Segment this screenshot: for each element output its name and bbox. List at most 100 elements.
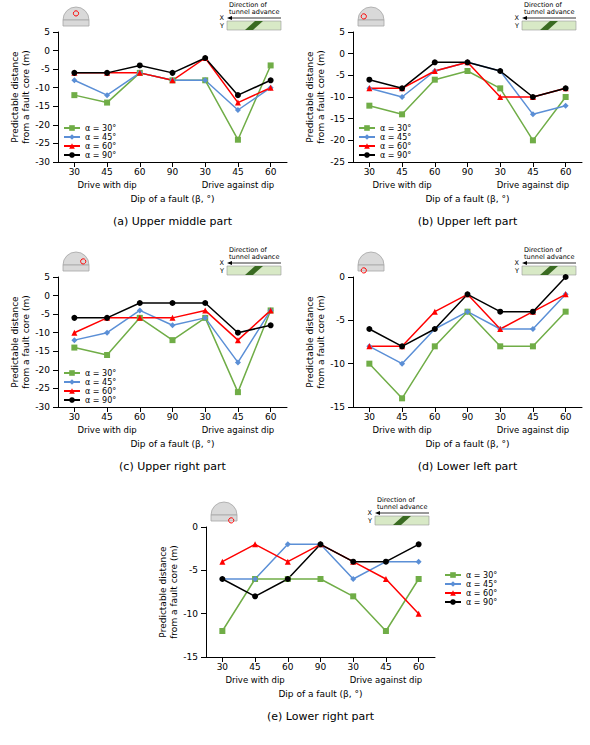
svg-text:-5: -5 [189,565,198,575]
svg-text:90: 90 [167,412,179,422]
svg-text:90: 90 [462,167,474,177]
svg-text:tunnel advance: tunnel advance [524,253,574,261]
svg-text:0: 0 [339,272,345,282]
svg-text:-20: -20 [330,135,345,145]
svg-text:Dip of a fault (β, °): Dip of a fault (β, °) [130,194,214,204]
svg-text:tunnel advance: tunnel advance [229,8,279,16]
svg-text:-25: -25 [35,138,50,148]
svg-text:Dip of a fault (β, °): Dip of a fault (β, °) [425,439,509,449]
svg-text:-5: -5 [41,64,50,74]
svg-text:-5: -5 [336,70,345,80]
svg-text:-15: -15 [330,402,345,412]
svg-text:-10: -10 [330,359,345,369]
svg-text:45: 45 [232,167,243,177]
svg-text:45: 45 [527,412,538,422]
svg-text:from a fault core (m): from a fault core (m) [316,50,326,144]
svg-text:-15: -15 [330,114,345,124]
svg-text:α = 90°: α = 90° [380,151,411,160]
svg-text:α = 30°: α = 30° [85,369,116,378]
svg-text:α = 30°: α = 30° [380,124,411,133]
svg-text:α = 60°: α = 60° [380,142,411,151]
svg-text:Drive against dip: Drive against dip [202,425,275,435]
svg-text:5: 5 [44,27,50,37]
svg-text:Predictable distance: Predictable distance [305,51,315,143]
svg-text:0: 0 [339,49,345,59]
svg-text:45: 45 [380,662,391,672]
svg-text:from a fault core (m): from a fault core (m) [169,545,179,639]
svg-text:α = 90°: α = 90° [85,151,116,160]
svg-text:90: 90 [167,167,179,177]
svg-text:Dip of a fault (β, °): Dip of a fault (β, °) [278,689,362,699]
svg-text:Y: Y [219,267,224,275]
svg-text:30: 30 [199,167,211,177]
svg-text:Drive against dip: Drive against dip [350,675,423,685]
svg-text:-10: -10 [183,609,198,619]
svg-text:(e) Lower right part: (e) Lower right part [267,710,375,723]
svg-text:60: 60 [134,167,146,177]
svg-text:-10: -10 [35,328,50,338]
svg-text:60: 60 [560,167,572,177]
svg-text:30: 30 [364,412,376,422]
svg-text:Dip of a fault (β, °): Dip of a fault (β, °) [425,194,509,204]
svg-text:60: 60 [265,412,277,422]
svg-text:(d) Lower left part: (d) Lower left part [418,460,518,473]
svg-text:45: 45 [396,167,407,177]
svg-text:tunnel advance: tunnel advance [524,8,574,16]
svg-text:45: 45 [396,412,407,422]
svg-text:α = 60°: α = 60° [466,589,497,598]
svg-text:α = 45°: α = 45° [85,133,116,142]
svg-text:α = 45°: α = 45° [380,133,411,142]
svg-text:α = 60°: α = 60° [85,387,116,396]
svg-text:from a fault core (m): from a fault core (m) [21,50,31,144]
svg-text:60: 60 [560,412,572,422]
svg-text:Y: Y [367,517,372,525]
svg-text:Drive with dip: Drive with dip [77,425,136,435]
svg-text:from a fault core (m): from a fault core (m) [21,295,31,389]
svg-text:60: 60 [134,412,146,422]
svg-text:-20: -20 [35,365,50,375]
svg-text:-15: -15 [35,346,50,356]
svg-text:Drive with dip: Drive with dip [77,180,136,190]
svg-text:α = 90°: α = 90° [466,598,497,607]
svg-text:-15: -15 [183,652,198,662]
svg-text:90: 90 [462,412,474,422]
svg-text:α = 90°: α = 90° [85,396,116,405]
svg-text:Predictable distance: Predictable distance [158,546,168,638]
svg-text:-10: -10 [330,92,345,102]
svg-text:-15: -15 [35,101,50,111]
svg-text:60: 60 [429,167,441,177]
svg-text:0: 0 [44,291,50,301]
svg-text:45: 45 [232,412,243,422]
svg-text:tunnel advance: tunnel advance [377,503,427,511]
svg-text:α = 60°: α = 60° [85,142,116,151]
svg-text:30: 30 [364,167,376,177]
svg-text:-5: -5 [41,309,50,319]
svg-text:30: 30 [494,167,506,177]
svg-text:Y: Y [514,267,519,275]
svg-text:5: 5 [44,272,50,282]
svg-text:-10: -10 [35,83,50,93]
svg-text:Drive with dip: Drive with dip [372,425,431,435]
svg-text:Y: Y [219,22,224,30]
svg-text:30: 30 [217,662,229,672]
svg-text:from a fault core (m): from a fault core (m) [316,295,326,389]
svg-text:Drive against dip: Drive against dip [497,425,570,435]
svg-text:α = 30°: α = 30° [85,124,116,133]
svg-text:Y: Y [514,22,519,30]
svg-text:(a) Upper middle part: (a) Upper middle part [113,215,233,228]
svg-text:Predictable distance: Predictable distance [10,51,20,143]
svg-text:0: 0 [192,522,198,532]
svg-text:60: 60 [413,662,425,672]
svg-text:45: 45 [101,167,112,177]
svg-text:0: 0 [44,46,50,56]
svg-text:-25: -25 [330,157,345,167]
svg-text:Predictable distance: Predictable distance [305,296,315,388]
svg-text:60: 60 [429,412,441,422]
svg-text:Drive against dip: Drive against dip [497,180,570,190]
svg-text:30: 30 [494,412,506,422]
svg-text:30: 30 [69,167,81,177]
svg-text:tunnel advance: tunnel advance [229,253,279,261]
svg-text:Dip of a fault (β, °): Dip of a fault (β, °) [130,439,214,449]
svg-text:Predictable distance: Predictable distance [10,296,20,388]
svg-text:α = 30°: α = 30° [466,571,497,580]
